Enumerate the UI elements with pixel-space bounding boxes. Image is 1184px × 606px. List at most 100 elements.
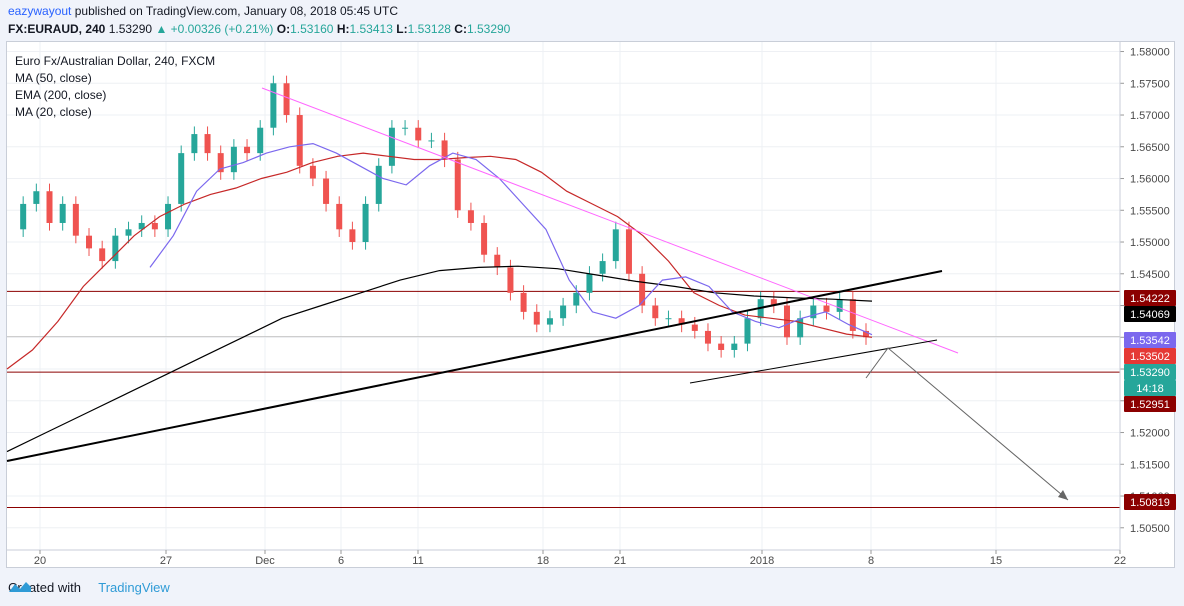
candle-body [230,146,237,173]
candle-body [494,254,501,268]
y-tick-label: 1.54500 [1130,269,1170,281]
price-label-box [1124,494,1176,510]
projection-arrow-icon [1058,490,1068,500]
legend-ma20: MA (20, close) [15,105,92,119]
projection-path [865,347,1069,501]
candle-body [770,299,777,306]
price-label-box [1124,306,1176,322]
y-tick-label: 1.56500 [1130,142,1170,154]
candle-body [283,83,290,116]
ma-line-2 [149,142,873,336]
high-value: 1.53413 [349,22,393,36]
open-value: 1.53160 [290,22,334,36]
candle-body [520,292,527,312]
candle-body [639,273,646,306]
candle-body [349,229,356,243]
y-tick-label: 1.51500 [1130,459,1170,471]
lower-channel-line [689,339,938,384]
candle-body [836,299,843,312]
change-value: ▲ +0.00326 (+0.21%) [155,22,274,36]
candle-body [625,229,632,274]
candle-body [849,299,856,331]
candle-body [151,222,158,230]
ma-line-0 [6,152,873,370]
price-label-box [1124,332,1176,348]
candle-body [823,305,830,312]
candle-body [546,318,553,325]
publish-info: eazywayout published on TradingView.com,… [8,4,398,18]
price-label-text: 1.54222 [1130,293,1170,305]
candle-body [362,203,369,243]
candle-body [309,165,316,179]
ascending-trend-line [6,270,943,462]
candle-body [810,305,817,319]
price-label-text: 1.54069 [1130,309,1170,321]
drawings [6,87,1069,501]
chart-frame[interactable] [6,41,1175,568]
horizontal-levels [7,290,1120,509]
candle-body [99,248,106,262]
candle-body [191,134,198,154]
candle-body [415,127,422,141]
y-tick-label: 1.57000 [1130,110,1170,122]
candle-body [665,318,672,320]
candle-body [375,165,382,204]
candle-body [612,229,619,262]
author-link[interactable]: eazywayout [8,4,72,18]
candle-body [533,311,540,325]
candle-body [560,305,567,319]
tradingview-link[interactable]: TradingView [98,580,170,595]
downtrend-line [261,87,959,354]
symbol-label: FX:EURAUD, 240 [8,22,106,36]
open-label: O: [276,22,291,36]
x-tick-label: 21 [614,555,626,567]
candle-body [296,115,303,166]
candlesticks [20,75,869,358]
close-value: 1.53290 [466,22,511,36]
high-label: H: [336,22,350,36]
x-tick-label: 11 [412,555,423,567]
legend-ma50: MA (50, close) [15,71,92,85]
legend-title: Euro Fx/Australian Dollar, 240, FXCM [15,54,215,68]
x-tick-label: 18 [537,555,549,567]
legend-ema200: EMA (200, close) [15,88,106,102]
candle-body [704,330,711,344]
candle-body [573,292,580,306]
candle-body [691,324,698,331]
candle-body [388,127,395,166]
price-label-text: 1.50819 [1130,497,1170,509]
x-tick-label: 6 [338,555,344,567]
candle-body [257,127,264,154]
price-label-box [1124,348,1176,364]
candle-body [731,343,738,350]
chart-legend: Euro Fx/Australian Dollar, 240, FXCM MA … [15,54,215,119]
y-tick-label: 1.58000 [1130,47,1170,59]
last-price: 1.53290 [108,22,153,36]
x-tick-label: 22 [1114,555,1126,567]
candle-body [20,203,27,230]
x-tick-label: 20 [34,555,46,567]
candle-body [59,203,66,223]
candle-body [244,146,251,154]
candle-body [138,222,145,230]
x-tick-label: Dec [255,555,275,567]
candle-body [72,203,79,236]
candle-body [783,305,790,338]
price-label-box [1124,364,1176,380]
y-tick-label: 1.52000 [1130,428,1170,440]
y-tick-label: 1.57500 [1130,78,1170,90]
candle-body [112,235,119,262]
price-label-text: 14:18 [1136,383,1164,395]
candle-body [204,134,211,154]
chart-header: eazywayout published on TradingView.com,… [0,0,1184,40]
price-label-box [1124,380,1176,396]
time-axis[interactable]: 20 27 Dec 6 11 18 21 2018 8 15 22 [7,549,1126,567]
price-label-text: 1.53290 [1130,367,1170,379]
grid [7,42,1121,550]
candle-body [797,318,804,338]
moving-averages [6,142,873,453]
candle-body [599,261,606,274]
low-value: 1.53128 [407,22,451,36]
x-tick-label: 8 [868,555,874,567]
